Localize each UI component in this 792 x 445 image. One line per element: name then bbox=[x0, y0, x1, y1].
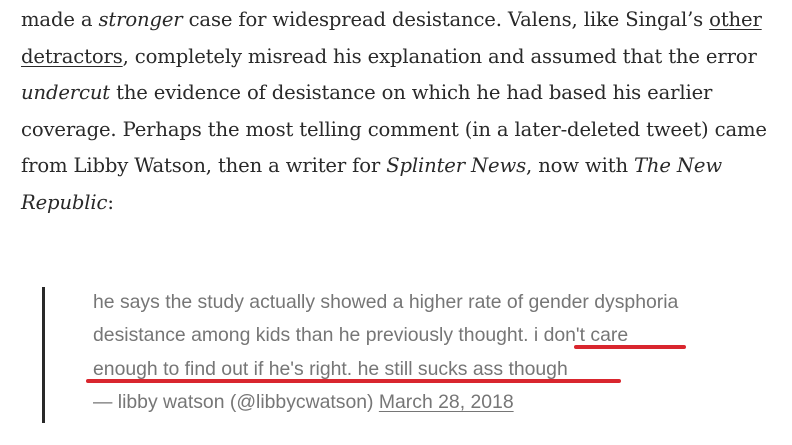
publication-the-new-republic: The New bbox=[634, 154, 722, 178]
paragraph-line-2: detractors, completely misread his expla… bbox=[21, 44, 757, 68]
tweet-highlighted-text: i don't care bbox=[528, 324, 629, 347]
other-detractors-link[interactable]: other bbox=[709, 8, 762, 31]
tweet-line-3: enough to find out if he's right. he sti… bbox=[93, 357, 568, 380]
embedded-tweet-quote: he says the study actually showed a high… bbox=[93, 286, 773, 420]
other-detractors-link-cont[interactable]: detractors bbox=[21, 44, 123, 68]
article-paragraph: made a stronger case for widespread desi… bbox=[21, 2, 781, 222]
tweet-attribution: — libby watson (@libbycwatson) March 28,… bbox=[93, 391, 514, 414]
red-annotation-underline-1 bbox=[574, 345, 686, 349]
paragraph-line-6: Republic: bbox=[21, 190, 114, 214]
paragraph-line-1: made a stronger case for widespread desi… bbox=[21, 8, 762, 31]
emphasis-undercut: undercut bbox=[21, 81, 111, 105]
red-annotation-underline-2 bbox=[86, 379, 621, 383]
paragraph-line-5: from Libby Watson, then a writer for Spl… bbox=[21, 154, 722, 178]
publication-the-new-republic-cont: Republic bbox=[21, 190, 108, 214]
publication-splinter-news: Splinter News bbox=[386, 154, 527, 178]
tweet-date-link[interactable]: March 28, 2018 bbox=[378, 391, 514, 414]
paragraph-line-4: coverage. Perhaps the most telling comme… bbox=[21, 117, 767, 141]
blockquote-bar bbox=[42, 287, 45, 423]
tweet-line-2: desistance among kids than he previously… bbox=[93, 324, 629, 347]
emphasis-stronger: stronger bbox=[98, 8, 183, 31]
tweet-line-1: he says the study actually showed a high… bbox=[93, 291, 679, 313]
paragraph-line-3: undercut the evidence of desistance on w… bbox=[21, 81, 713, 105]
